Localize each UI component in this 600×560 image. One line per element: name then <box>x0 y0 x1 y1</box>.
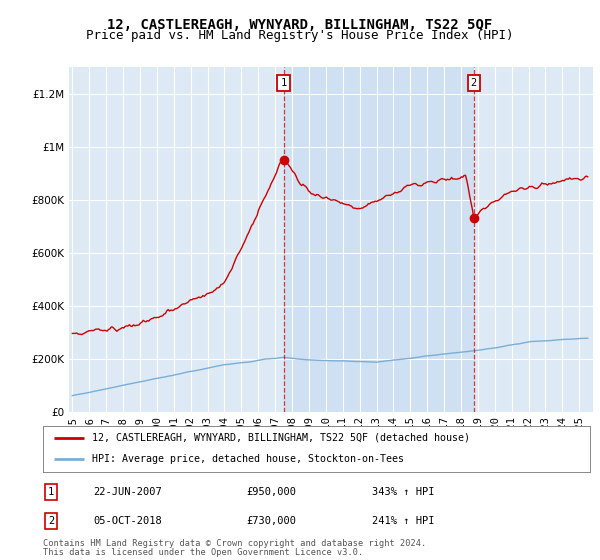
Text: 22-JUN-2007: 22-JUN-2007 <box>93 487 162 497</box>
Text: 241% ↑ HPI: 241% ↑ HPI <box>372 516 434 526</box>
Text: 343% ↑ HPI: 343% ↑ HPI <box>372 487 434 497</box>
Text: £950,000: £950,000 <box>246 487 296 497</box>
Text: 12, CASTLEREAGH, WYNYARD, BILLINGHAM, TS22 5QF: 12, CASTLEREAGH, WYNYARD, BILLINGHAM, TS… <box>107 18 493 32</box>
Bar <box>284 67 474 412</box>
Text: Contains HM Land Registry data © Crown copyright and database right 2024.: Contains HM Land Registry data © Crown c… <box>43 539 427 548</box>
Text: 05-OCT-2018: 05-OCT-2018 <box>93 516 162 526</box>
Text: 1: 1 <box>280 78 287 88</box>
Text: 2: 2 <box>48 516 54 526</box>
Text: This data is licensed under the Open Government Licence v3.0.: This data is licensed under the Open Gov… <box>43 548 364 557</box>
Text: 12, CASTLEREAGH, WYNYARD, BILLINGHAM, TS22 5QF (detached house): 12, CASTLEREAGH, WYNYARD, BILLINGHAM, TS… <box>92 433 470 443</box>
Text: 1: 1 <box>48 487 54 497</box>
Text: £730,000: £730,000 <box>246 516 296 526</box>
Text: Price paid vs. HM Land Registry's House Price Index (HPI): Price paid vs. HM Land Registry's House … <box>86 29 514 42</box>
Text: HPI: Average price, detached house, Stockton-on-Tees: HPI: Average price, detached house, Stoc… <box>92 454 404 464</box>
Text: 2: 2 <box>471 78 477 88</box>
